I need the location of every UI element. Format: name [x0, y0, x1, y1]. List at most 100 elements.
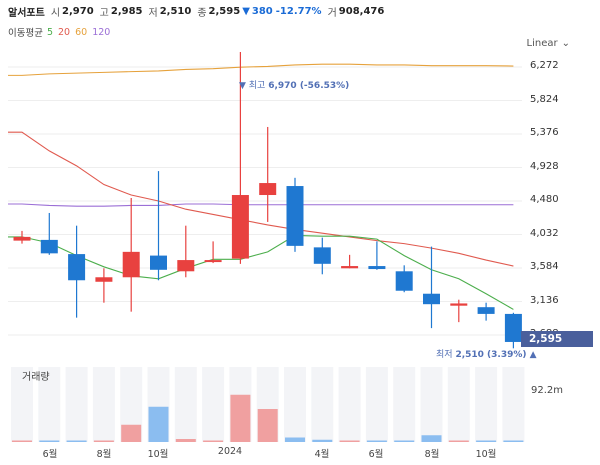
- volume-bg: [338, 367, 361, 442]
- candle-body: [231, 195, 249, 259]
- volume-title: 거래량: [22, 372, 50, 383]
- volume-bg: [65, 367, 88, 442]
- all-time-high-annotation: ▼ 최고 6,970 (-56.53%): [239, 78, 349, 91]
- moving-average-title: 이동평균: [8, 28, 43, 39]
- volume-bg: [393, 367, 416, 442]
- open-label: 시: [50, 7, 61, 19]
- price-tick-label: 5,376: [530, 127, 559, 138]
- ma-20-line: [8, 131, 514, 267]
- candle: [313, 237, 331, 275]
- candle: [450, 299, 468, 323]
- price-chart[interactable]: [0, 52, 600, 352]
- time-tick-label: 4월: [314, 449, 330, 460]
- volume-bg: [420, 367, 443, 442]
- ma-20-label: 20: [58, 26, 71, 38]
- candle-body: [68, 254, 86, 281]
- volume-bar: [503, 440, 524, 442]
- candle-body: [477, 307, 495, 314]
- candle-body: [122, 251, 140, 278]
- candle-body: [40, 239, 58, 254]
- price-tick-label: 3,584: [530, 261, 559, 272]
- candle-body: [204, 260, 222, 263]
- volume-bar: [66, 440, 87, 442]
- candle: [13, 230, 31, 244]
- candle: [177, 225, 195, 278]
- candle: [95, 268, 113, 303]
- volume-bar: [421, 435, 442, 442]
- candle: [286, 177, 304, 252]
- candle-body: [177, 260, 195, 272]
- candle: [259, 126, 277, 222]
- time-tick-label: 8월: [424, 449, 440, 460]
- change-percent: -12.77%: [275, 5, 322, 17]
- high-annotation-label: ▼ 최고: [239, 81, 266, 91]
- candle: [40, 212, 58, 255]
- candle-body: [313, 247, 331, 264]
- moving-average-legend[interactable]: 이동평균 5 20 60 120: [8, 24, 115, 40]
- candle: [423, 246, 440, 329]
- scale-selector[interactable]: Linear ⌄: [527, 38, 570, 49]
- volume-bar: [230, 394, 251, 442]
- candle-body: [450, 303, 468, 306]
- candle-body: [95, 277, 113, 282]
- candle: [504, 312, 522, 349]
- volume-bar: [394, 440, 415, 442]
- time-tick-label: 8월: [96, 449, 112, 460]
- price-tick-label: 6,272: [530, 60, 559, 71]
- price-tick-label: 4,032: [530, 227, 559, 239]
- volume-bar: [448, 440, 469, 442]
- volume-bg: [202, 367, 225, 442]
- high-label: 고: [99, 7, 109, 19]
- high-annotation-value: 6,970 (-56.53%): [268, 81, 350, 91]
- time-tick-label: 6월: [42, 449, 58, 460]
- volume-chart[interactable]: [0, 365, 600, 445]
- price-tick-label: 4,928: [530, 160, 559, 172]
- volume-bg: [502, 367, 525, 442]
- scale-mode-label: Linear: [526, 38, 558, 49]
- close-label: 종: [197, 7, 207, 19]
- candle-body: [423, 293, 440, 305]
- candle: [395, 265, 413, 293]
- volume-bar: [39, 440, 60, 442]
- volume-bg: [38, 367, 61, 442]
- candle-body: [368, 266, 386, 270]
- candle: [122, 198, 140, 312]
- quote-header: 알서포트 시 2,970 고 2,985 저 2,510 종 2,595 ▼ 3…: [8, 3, 390, 19]
- volume-bg: [284, 367, 306, 442]
- ma-120-label: 120: [92, 26, 111, 38]
- low-value: 2,510: [159, 5, 192, 17]
- ma-60-line: [8, 63, 514, 76]
- volume-bar: [285, 437, 305, 442]
- volume-value: 908,476: [338, 5, 385, 17]
- volume-bar: [339, 440, 360, 442]
- price-tick-label: 4,480: [530, 194, 559, 205]
- stock-name: 알서포트: [8, 7, 45, 19]
- high-value: 2,985: [110, 5, 143, 17]
- time-tick-label: 10월: [147, 449, 169, 460]
- candle-body: [395, 271, 413, 291]
- price-tick-label: 5,824: [530, 93, 559, 105]
- ma-60-label: 60: [75, 26, 88, 38]
- all-time-low-annotation: 최저 2,510 (3.39%) ▲: [436, 347, 537, 360]
- candle: [341, 254, 359, 269]
- volume-bar: [366, 440, 387, 442]
- candle-body: [259, 183, 277, 196]
- volume-bar: [121, 424, 142, 442]
- volume-bg: [447, 367, 470, 442]
- volume-bg: [475, 367, 498, 442]
- volume-bg: [311, 367, 334, 442]
- volume-bar: [257, 409, 278, 442]
- candle: [204, 241, 222, 264]
- time-tick-label: 6월: [368, 449, 384, 460]
- volume-bar: [148, 406, 169, 442]
- volume-bg: [365, 367, 388, 442]
- change-arrow-icon: ▼: [242, 5, 250, 17]
- candle-body: [504, 313, 522, 342]
- volume-bar: [312, 439, 333, 442]
- volume-bg: [11, 367, 33, 442]
- ma-5-label: 5: [46, 26, 54, 38]
- volume-max-label: 92.2m: [531, 385, 564, 396]
- candle: [150, 171, 167, 281]
- low-annotation-value: 2,510 (3.39%) ▲: [455, 350, 537, 360]
- volume-bg: [174, 367, 197, 442]
